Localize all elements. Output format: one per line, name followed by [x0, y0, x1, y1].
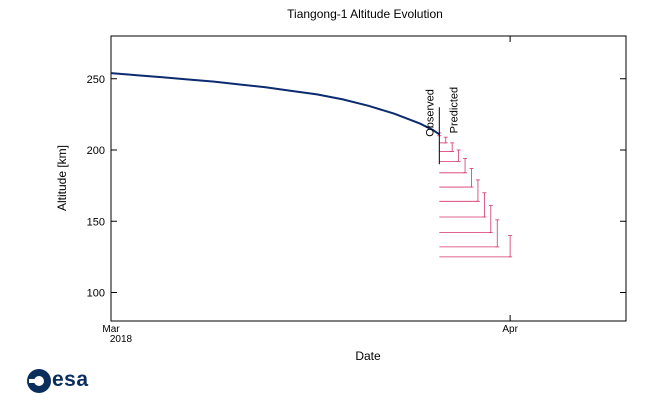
y-axis-label: Altitude [km] — [55, 145, 69, 211]
esa-logo: esa — [26, 368, 108, 398]
observed-annotation: Observed — [424, 89, 436, 137]
plot-frame — [110, 35, 627, 322]
y-tick-label: 200 — [87, 145, 105, 157]
chart-marks: Observed Predicted — [110, 72, 513, 258]
esa-logo-text: esa — [52, 368, 89, 391]
y-tick-label: 250 — [87, 74, 105, 86]
x-tick-label: Mar — [102, 324, 120, 335]
predicted-series — [437, 132, 513, 258]
x-tick-label: Apr — [502, 324, 518, 335]
y-tick-label: 150 — [87, 216, 105, 228]
chart-title: Tiangong-1 Altitude Evolution — [287, 7, 443, 21]
y-tick-label: 100 — [87, 288, 105, 300]
x-tick-sublabel: 2018 — [110, 334, 133, 345]
observed-series-line — [110, 72, 440, 136]
esa-logo-icon — [27, 369, 51, 393]
y-axis: 100 150 200 250 — [87, 74, 626, 300]
x-axis-label: Date — [355, 349, 381, 363]
predicted-annotation: Predicted — [448, 87, 460, 133]
